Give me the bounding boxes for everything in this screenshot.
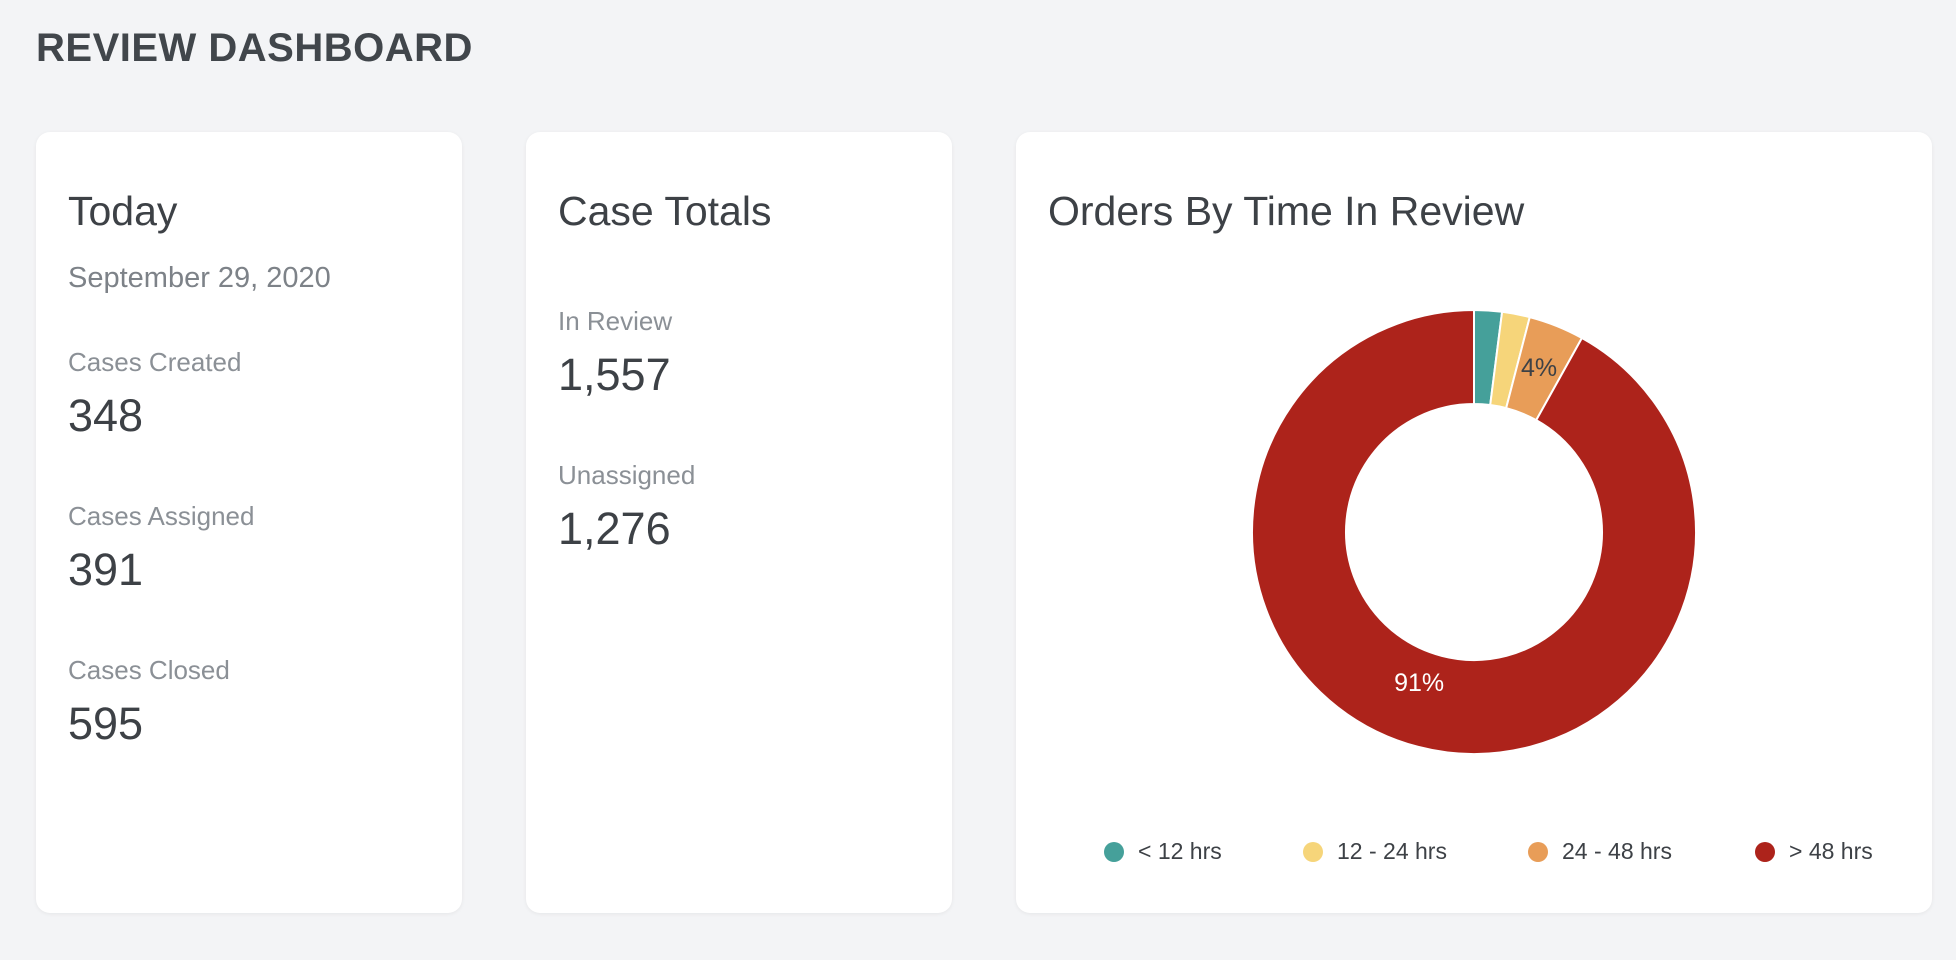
in-review-label: In Review bbox=[558, 306, 673, 336]
legend-label: 12 - 24 hrs bbox=[1337, 838, 1447, 864]
legend-swatch bbox=[1104, 841, 1124, 862]
donut-data-label-2: 4% bbox=[1521, 354, 1557, 382]
case-totals-card: Case Totals In Review 1,557 Unassigned 1… bbox=[526, 132, 952, 913]
cases-assigned-value: 391 bbox=[68, 544, 144, 595]
donut-slice-3[interactable] bbox=[1251, 308, 1697, 755]
legend-label: < 12 hrs bbox=[1138, 838, 1222, 864]
in-review-value: 1,557 bbox=[558, 349, 671, 400]
unassigned-label: Unassigned bbox=[558, 460, 696, 490]
legend-label: 24 - 48 hrs bbox=[1562, 838, 1672, 864]
legend-label: > 48 hrs bbox=[1789, 838, 1873, 864]
cases-assigned-label: Cases Assigned bbox=[68, 501, 255, 531]
legend-swatch bbox=[1303, 841, 1323, 862]
legend-item-lt-12[interactable]: < 12 hrs bbox=[1104, 838, 1222, 865]
cases-created-value: 348 bbox=[68, 390, 144, 441]
legend-item-12-24[interactable]: 12 - 24 hrs bbox=[1303, 838, 1447, 865]
legend-item-24-48[interactable]: 24 - 48 hrs bbox=[1528, 838, 1672, 865]
cases-created-label: Cases Created bbox=[68, 347, 242, 377]
today-card-title: Today bbox=[68, 188, 178, 234]
cases-closed-label: Cases Closed bbox=[68, 655, 230, 685]
cases-closed-value: 595 bbox=[68, 698, 144, 749]
chart-legend: < 12 hrs 12 - 24 hrs 24 - 48 hrs > 48 hr… bbox=[1084, 838, 1884, 874]
donut-data-label-3: 91% bbox=[1394, 669, 1444, 697]
legend-swatch bbox=[1528, 841, 1548, 862]
unassigned-value: 1,276 bbox=[558, 503, 671, 554]
legend-swatch bbox=[1755, 841, 1775, 862]
orders-chart-card: Orders By Time In Review 4% 91% < 12 hrs … bbox=[1016, 132, 1932, 913]
donut-chart: 4% 91% bbox=[1251, 308, 1697, 755]
case-totals-title: Case Totals bbox=[558, 188, 772, 234]
today-date: September 29, 2020 bbox=[68, 262, 331, 294]
today-card: Today September 29, 2020 Cases Created 3… bbox=[36, 132, 462, 913]
orders-chart-title: Orders By Time In Review bbox=[1048, 188, 1525, 234]
legend-item-gt-48[interactable]: > 48 hrs bbox=[1755, 838, 1873, 865]
page-title: REVIEW DASHBOARD bbox=[36, 26, 473, 70]
